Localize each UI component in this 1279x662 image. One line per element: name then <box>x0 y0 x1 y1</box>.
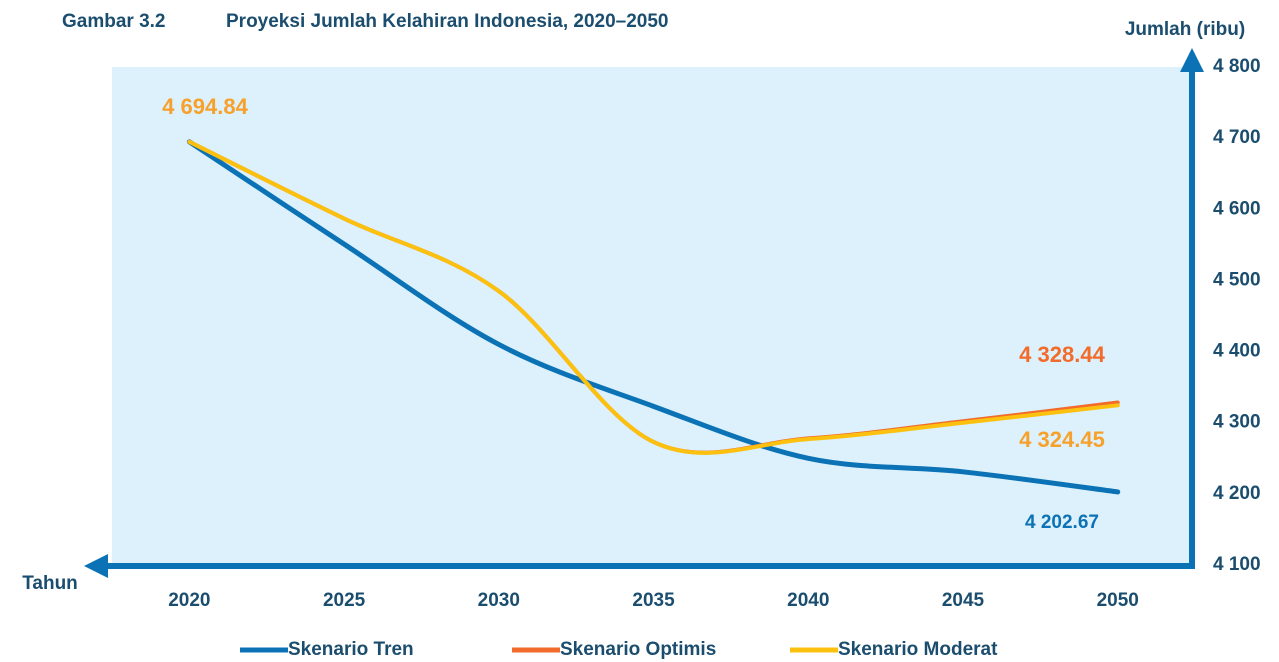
series-line <box>186 139 1121 495</box>
figure-number: Gambar 3.2 <box>62 11 166 32</box>
y-tick-label: 4 700 <box>1213 127 1261 148</box>
legend-label: Skenario Tren <box>288 639 414 660</box>
x-axis-arrow <box>84 554 108 578</box>
plot-background <box>112 67 1192 565</box>
x-tick-label: 2020 <box>168 590 210 611</box>
x-tick-label: 2045 <box>942 590 985 611</box>
x-tick-label: 2040 <box>787 590 829 611</box>
y-tick-label: 4 200 <box>1213 483 1261 504</box>
legend-label: Skenario Moderat <box>838 639 998 660</box>
y-tick-label: 4 600 <box>1213 198 1261 219</box>
chart-title: Proyeksi Jumlah Kelahiran Indonesia, 202… <box>226 11 669 32</box>
x-tick-label: 2025 <box>323 590 366 611</box>
data-label: 4 324.45 <box>1019 427 1105 452</box>
y-axis-label: Jumlah (ribu) <box>1125 19 1245 40</box>
y-tick-label: 4 400 <box>1213 341 1261 362</box>
y-tick-label: 4 800 <box>1213 56 1261 77</box>
y-tick-label: 4 300 <box>1213 412 1261 433</box>
y-tick-label: 4 500 <box>1213 269 1261 290</box>
x-tick-label: 2050 <box>1097 590 1139 611</box>
data-label: 4 328.44 <box>1019 342 1105 367</box>
y-tick-label: 4 100 <box>1213 554 1261 575</box>
data-label: 4 202.67 <box>1025 512 1099 533</box>
x-tick-label: 2035 <box>632 590 675 611</box>
legend-label: Skenario Optimis <box>560 639 716 660</box>
x-tick-label: 2030 <box>478 590 520 611</box>
y-axis-arrow <box>1180 48 1204 72</box>
x-axis-label: Tahun <box>22 573 78 594</box>
series-line <box>187 139 1120 455</box>
data-label: 4 694.84 <box>162 94 248 119</box>
